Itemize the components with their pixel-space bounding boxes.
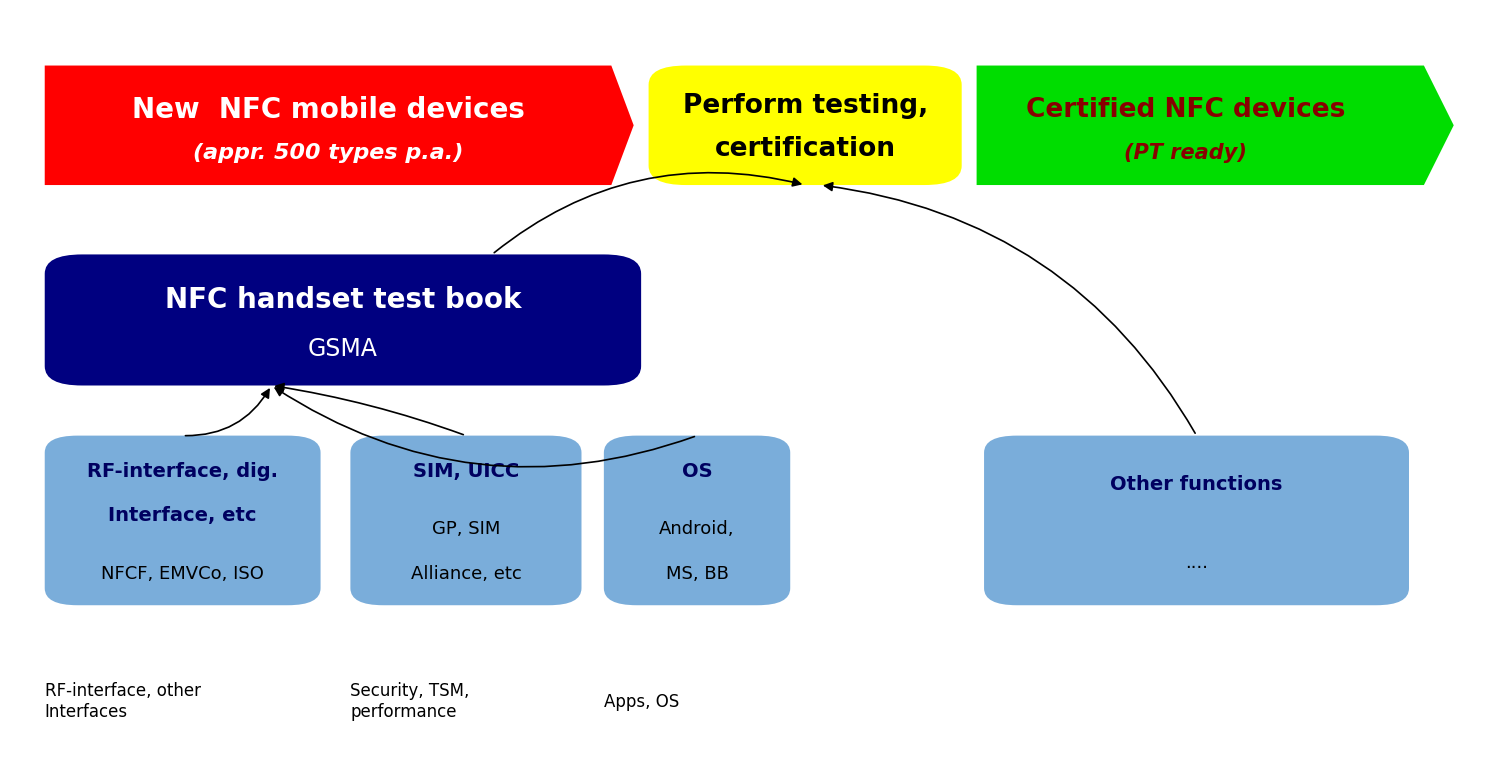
Text: Certified NFC devices: Certified NFC devices	[1026, 96, 1345, 123]
Text: (appr. 500 types p.a.): (appr. 500 types p.a.)	[192, 143, 464, 163]
Text: Security, TSM,
performance: Security, TSM, performance	[350, 682, 470, 721]
Text: certification: certification	[714, 136, 896, 162]
FancyBboxPatch shape	[350, 436, 581, 605]
Text: OS: OS	[681, 462, 713, 481]
Polygon shape	[45, 66, 634, 185]
FancyBboxPatch shape	[604, 436, 790, 605]
Text: New  NFC mobile devices: New NFC mobile devices	[131, 96, 525, 124]
Text: Android,: Android,	[659, 520, 735, 538]
FancyBboxPatch shape	[984, 436, 1409, 605]
Text: RF-interface, dig.: RF-interface, dig.	[86, 462, 279, 481]
FancyBboxPatch shape	[45, 436, 321, 605]
Text: MS, BB: MS, BB	[665, 565, 729, 583]
Text: SIM, UICC: SIM, UICC	[413, 462, 519, 481]
Text: NFCF, EMVCo, ISO: NFCF, EMVCo, ISO	[101, 565, 264, 583]
Text: Alliance, etc: Alliance, etc	[410, 565, 522, 583]
Text: Apps, OS: Apps, OS	[604, 692, 678, 711]
Text: (PT ready): (PT ready)	[1124, 143, 1246, 163]
Text: GSMA: GSMA	[309, 337, 377, 361]
Text: RF-interface, other
Interfaces: RF-interface, other Interfaces	[45, 682, 201, 721]
Text: Interface, etc: Interface, etc	[109, 507, 256, 526]
Polygon shape	[977, 66, 1454, 185]
Text: Perform testing,: Perform testing,	[683, 93, 927, 120]
Text: Other functions: Other functions	[1111, 475, 1282, 493]
Text: GP, SIM: GP, SIM	[432, 520, 499, 538]
Text: ....: ....	[1185, 554, 1208, 572]
Text: NFC handset test book: NFC handset test book	[164, 286, 522, 315]
FancyBboxPatch shape	[649, 66, 962, 185]
FancyBboxPatch shape	[45, 254, 641, 386]
